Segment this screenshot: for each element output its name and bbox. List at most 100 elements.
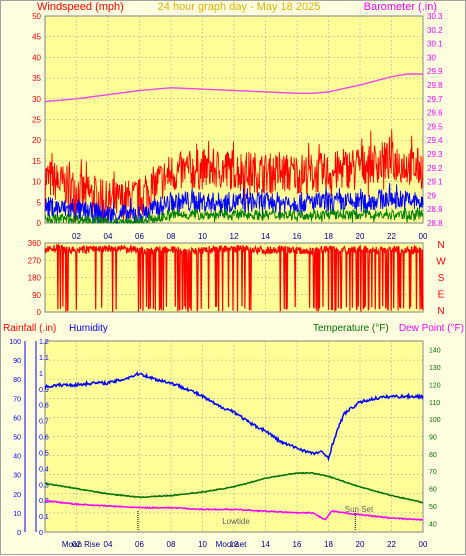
sunset-label: Sun Set — [345, 505, 374, 514]
temp-tick-label: 120 — [429, 382, 441, 389]
direction-tick-label: 270 — [28, 256, 42, 265]
wind-tick-label: 20 — [32, 136, 41, 145]
temp-tick-label: 130 — [429, 365, 441, 372]
rain-tick-label: 0.5 — [39, 450, 49, 457]
time-tick-label: 16 — [293, 232, 302, 241]
time-tick-label: 10 — [198, 232, 207, 241]
humidity-tick-label: 10 — [13, 511, 21, 518]
temp-tick-label: 40 — [429, 521, 437, 528]
rain-tick-label: 0.4 — [39, 466, 49, 473]
rain-tick-label: 0.6 — [39, 435, 49, 442]
rain-tick-label: 0.7 — [39, 419, 49, 426]
humidity-tick-label: 0 — [17, 530, 21, 537]
time-tick-label: 22 — [387, 540, 396, 549]
direction-tick-label: 0 — [37, 308, 42, 317]
humidity-axis-title: Humidity — [69, 323, 108, 334]
time-tick-label: 08 — [167, 540, 176, 549]
rain-tick-label: 1.2 — [39, 339, 49, 346]
rain-tick-label: 0 — [39, 530, 43, 537]
baro-tick-label: 29.7 — [427, 95, 443, 104]
humidity-tick-label: 60 — [13, 415, 21, 422]
humidity-tick-label: 40 — [13, 454, 21, 461]
baro-tick-label: 29.5 — [427, 122, 443, 131]
temperature-line — [44, 471, 424, 504]
baro-tick-label: 29.9 — [427, 67, 443, 76]
wind-tick-label: 30 — [32, 95, 41, 104]
humidity-tick-label: 100 — [9, 339, 21, 346]
compass-label: W — [436, 257, 446, 268]
humidity-line — [44, 371, 424, 462]
temp-tick-label: 140 — [429, 348, 441, 355]
wind-direction-line — [44, 242, 424, 312]
temp-tick-label: 110 — [429, 400, 440, 407]
humidity-tick-label: 90 — [13, 358, 21, 365]
rain-tick-label: 0.2 — [39, 498, 49, 505]
temp-tick-label: 80 — [429, 452, 437, 459]
temp-tick-label: 50 — [429, 504, 437, 511]
direction-tick-label: 90 — [32, 291, 41, 300]
wind-tick-label: 5 — [37, 198, 42, 207]
time-tick-label: 20 — [356, 232, 365, 241]
time-tick-label: 08 — [167, 232, 176, 241]
time-tick-label: 14 — [261, 232, 270, 241]
temp-tick-label: 90 — [429, 435, 437, 442]
rain-tick-label: 0.9 — [39, 387, 49, 394]
time-tick-label: 18 — [324, 540, 333, 549]
baro-tick-label: 29.6 — [427, 109, 443, 118]
baro-tick-label: 28.8 — [427, 219, 443, 228]
temp-tick-label: 60 — [429, 487, 437, 494]
baro-tick-label: 29.1 — [427, 178, 443, 187]
wind-tick-label: 40 — [32, 53, 41, 62]
time-tick-label: 20 — [356, 540, 365, 549]
direction-tick-label: 360 — [28, 239, 42, 248]
baro-tick-label: 29.2 — [427, 164, 443, 173]
time-tick-label: 16 — [293, 540, 302, 549]
compass-label: N — [437, 306, 444, 317]
rain-tick-label: 1.1 — [39, 355, 49, 362]
baro-tick-label: 30.1 — [427, 40, 443, 49]
wind-tick-label: 10 — [32, 178, 41, 187]
rainfall-axis-title: Rainfall (.in) — [3, 323, 56, 334]
time-tick-label: 04 — [104, 540, 113, 549]
rain-tick-label: 1 — [39, 371, 43, 378]
time-tick-label: 12 — [230, 232, 239, 241]
baro-tick-label: 30 — [427, 53, 436, 62]
rain-tick-label: 0.8 — [39, 403, 49, 410]
time-tick-label: 18 — [324, 232, 333, 241]
header-left-label: Windspeed (mph) — [37, 1, 124, 13]
compass-label: S — [438, 273, 445, 284]
wind-series-line — [44, 182, 424, 224]
time-tick-label: 22 — [387, 232, 396, 241]
humidity-tick-label: 30 — [13, 473, 21, 480]
wind-tick-label: 35 — [32, 74, 41, 83]
lowtide-label: Lowtide — [222, 517, 250, 526]
header-right-label: Barometer (.in) — [364, 1, 437, 13]
baro-tick-label: 29.8 — [427, 81, 443, 90]
baro-tick-label: 29.4 — [427, 136, 443, 145]
time-tick-label: 12 — [230, 540, 239, 549]
moonrise-label: Moon Rise — [62, 540, 101, 549]
baro-tick-label: 29 — [427, 191, 436, 200]
compass-label: N — [437, 240, 444, 251]
time-tick-label: 06 — [135, 232, 144, 241]
time-tick-label: 00 — [419, 232, 428, 241]
humidity-tick-label: 20 — [13, 492, 21, 499]
baro-tick-label: 30.3 — [427, 12, 443, 21]
baro-tick-label: 29.3 — [427, 150, 443, 159]
time-tick-label: 02 — [72, 232, 81, 241]
temp-tick-label: 70 — [429, 469, 437, 476]
humidity-tick-label: 70 — [13, 396, 21, 403]
rain-tick-label: 0.3 — [39, 482, 49, 489]
temp-tick-label: 100 — [429, 417, 441, 424]
header-title: 24 hour graph day - May 18 2025 — [158, 1, 321, 13]
wind-tick-label: 0 — [37, 219, 42, 228]
compass-label: E — [438, 290, 445, 301]
dewpoint-line — [45, 499, 423, 522]
dewpoint-axis-title: Dew Point (°F) — [399, 323, 464, 334]
time-tick-label: 14 — [261, 540, 270, 549]
wind-tick-label: 15 — [32, 157, 41, 166]
wind-tick-label: 25 — [32, 116, 41, 125]
wind-tick-label: 50 — [32, 12, 41, 21]
